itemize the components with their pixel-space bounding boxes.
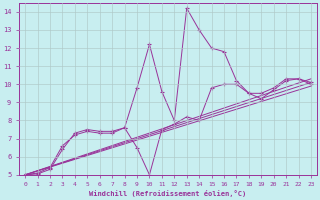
X-axis label: Windchill (Refroidissement éolien,°C): Windchill (Refroidissement éolien,°C) — [90, 190, 247, 197]
